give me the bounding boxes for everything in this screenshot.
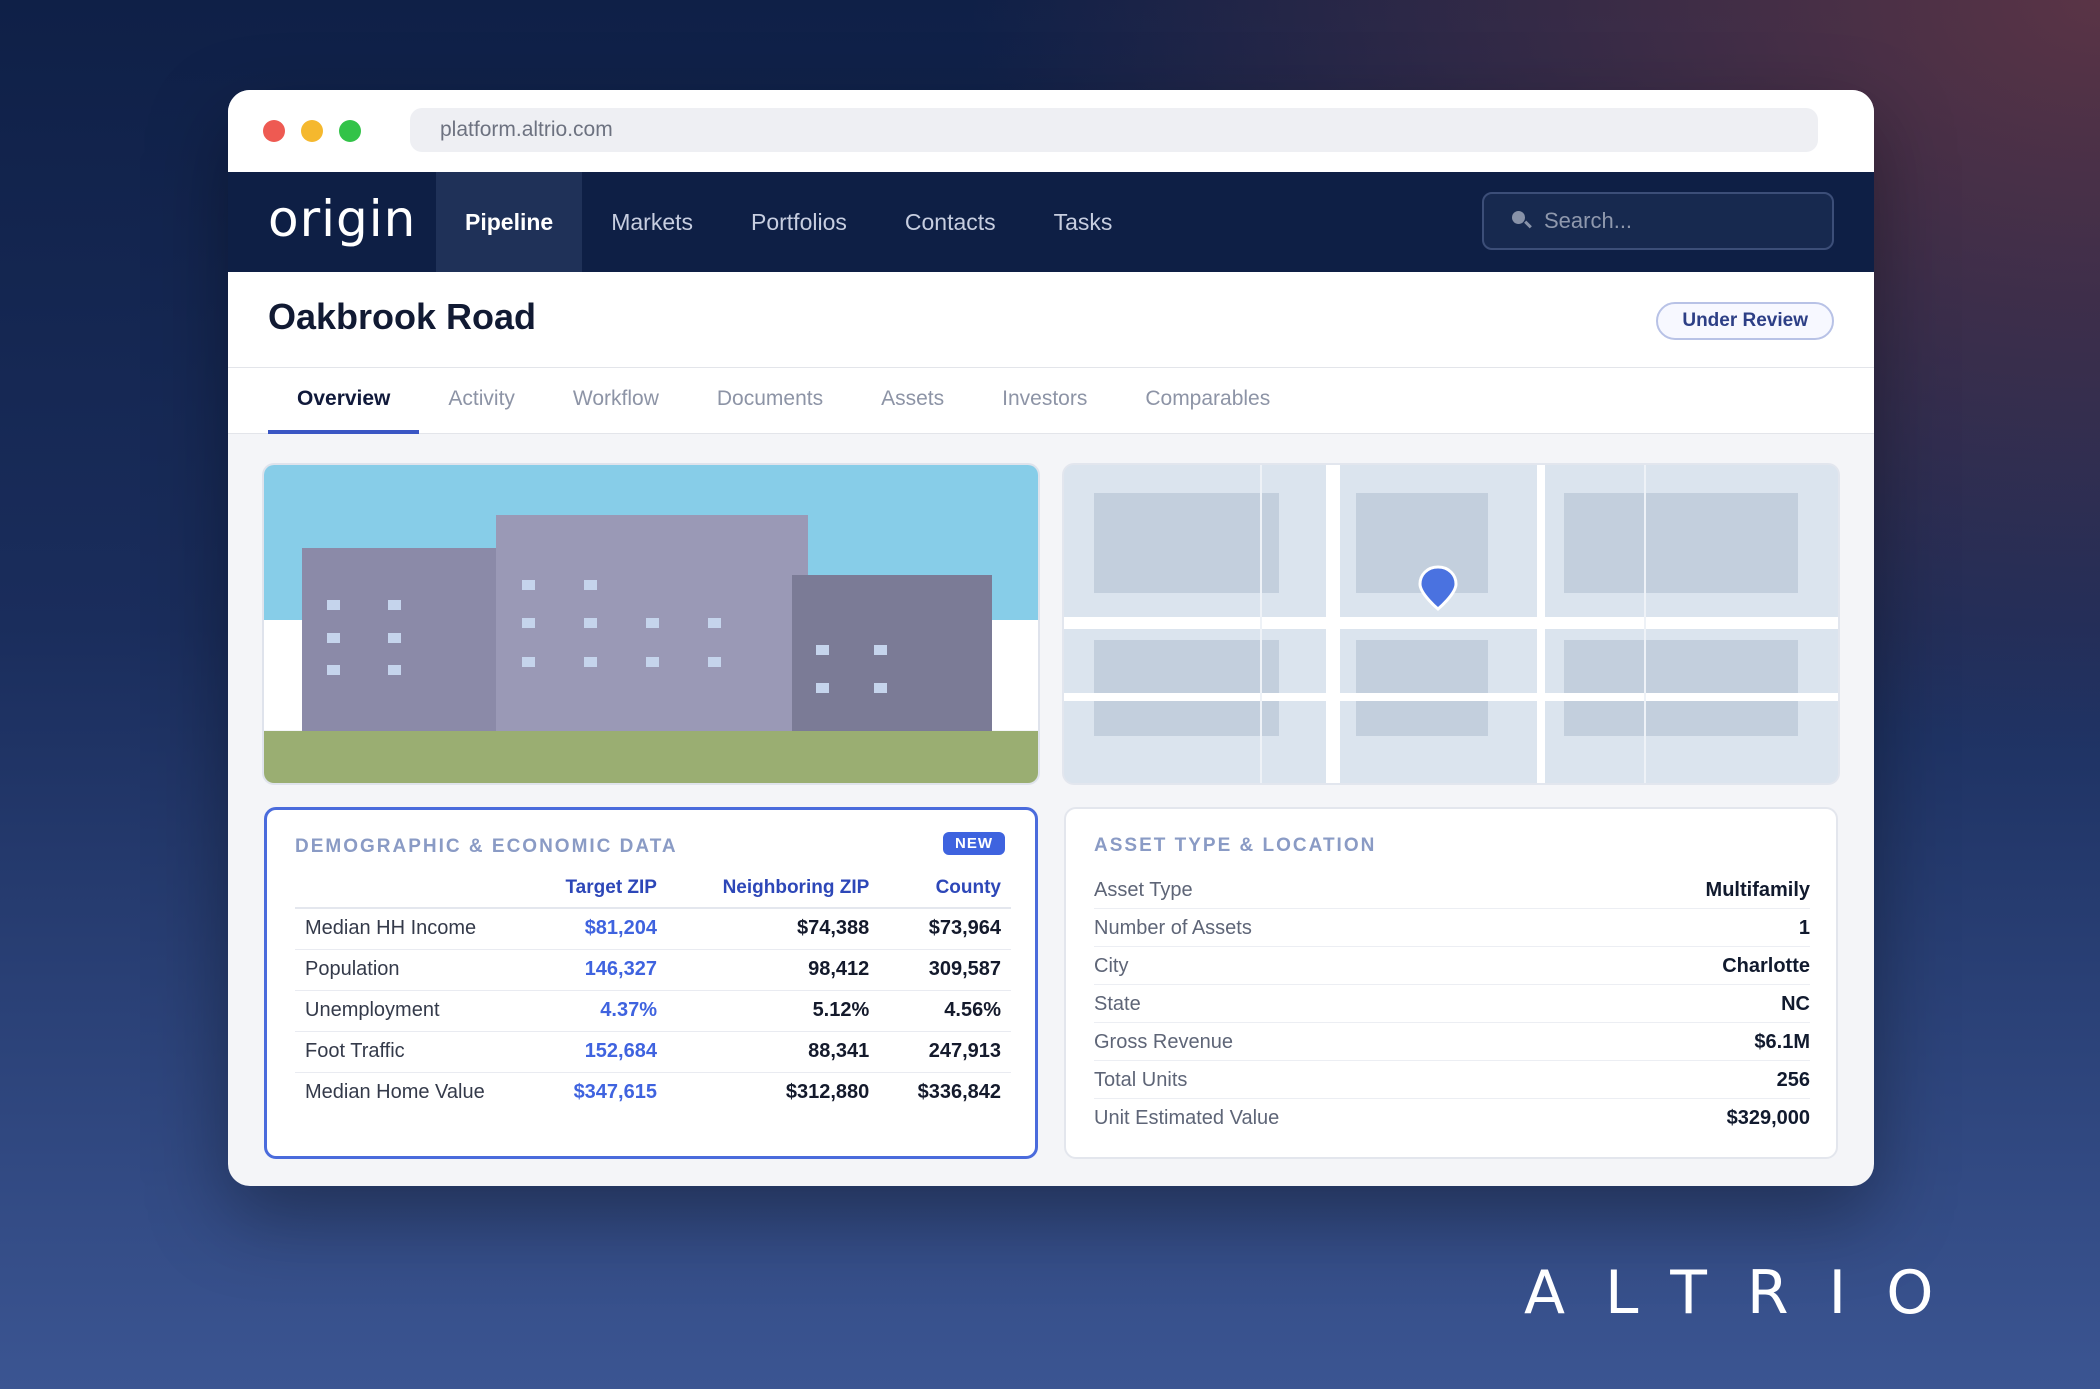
detail-value: $6.1M (1754, 1031, 1810, 1053)
building-illustration (264, 465, 1038, 783)
table-row: Median Home Value $347,615 $312,880 $336… (295, 1072, 1011, 1113)
browser-chrome: platform.altrio.com (228, 90, 1874, 172)
tab-activity[interactable]: Activity (448, 387, 515, 410)
row-label: Foot Traffic (295, 1031, 525, 1073)
detail-label: Unit Estimated Value (1094, 1107, 1280, 1129)
table-row: Population 146,327 98,412 309,587 (295, 949, 1011, 991)
list-item: Unit Estimated Value $329,000 (1094, 1099, 1810, 1137)
target-zip-value: 4.37% (525, 990, 667, 1032)
row-label: Unemployment (295, 990, 525, 1032)
column-neighboring-zip[interactable]: Neighboring ZIP (666, 868, 880, 909)
empty-header (295, 868, 525, 909)
nav-item-portfolios[interactable]: Portfolios (751, 209, 847, 235)
tab-bar: Overview Activity Workflow Documents Ass… (228, 368, 1874, 434)
nav-item-markets[interactable]: Markets (611, 209, 693, 235)
table-row: Foot Traffic 152,684 88,341 247,913 (295, 1031, 1011, 1073)
detail-label: Gross Revenue (1094, 1031, 1233, 1053)
address-bar[interactable]: platform.altrio.com (410, 108, 1818, 152)
detail-value: 256 (1776, 1069, 1810, 1091)
tab-overview[interactable]: Overview (268, 368, 420, 434)
table-row: Median HH Income $81,204 $74,388 $73,964 (295, 908, 1011, 950)
tab-assets[interactable]: Assets (881, 387, 945, 410)
close-window-button[interactable] (263, 120, 285, 142)
status-badge[interactable]: Under Review (1656, 302, 1834, 340)
list-item: City Charlotte (1094, 947, 1810, 985)
map-illustration (1064, 465, 1838, 783)
browser-window: platform.altrio.com origin Pipeline Mark… (228, 90, 1874, 1186)
row-label: Population (295, 949, 525, 991)
detail-label: City (1094, 955, 1129, 977)
detail-label: State (1094, 993, 1141, 1015)
detail-value: $329,000 (1726, 1107, 1810, 1129)
property-photo[interactable] (264, 465, 1038, 783)
search-input[interactable] (1544, 208, 1804, 234)
detail-label: Total Units (1094, 1069, 1188, 1091)
target-zip-value: 152,684 (525, 1031, 667, 1073)
minimize-window-button[interactable] (301, 120, 323, 142)
tab-workflow[interactable]: Workflow (572, 387, 659, 410)
detail-label: Asset Type (1094, 879, 1193, 901)
list-item: Asset Type Multifamily (1094, 871, 1810, 909)
location-map[interactable] (1064, 465, 1838, 783)
nav-links: Pipeline Markets Portfolios Contacts Tas… (436, 172, 1141, 272)
target-zip-value: $81,204 (525, 908, 667, 950)
list-item: State NC (1094, 985, 1810, 1023)
row-label: Median Home Value (305, 1081, 485, 1104)
asset-type-location-card: ASSET TYPE & LOCATION Asset Type Multifa… (1064, 807, 1838, 1159)
table-row: Unemployment 4.37% 5.12% 4.56% (295, 990, 1011, 1032)
tab-documents[interactable]: Documents (716, 387, 824, 410)
target-zip-value: $347,615 (573, 1081, 657, 1104)
page-title: Oakbrook Road (268, 296, 537, 337)
detail-value: Multifamily (1705, 879, 1810, 901)
county-value: 309,587 (879, 949, 1011, 991)
nav-item-pipeline[interactable]: Pipeline (436, 172, 583, 272)
nav-item-tasks[interactable]: Tasks (1053, 209, 1113, 235)
asset-detail-list: Asset Type Multifamily Number of Assets … (1094, 871, 1810, 1137)
map-pin-icon[interactable] (1418, 565, 1458, 613)
county-value: 4.56% (879, 990, 1011, 1032)
tab-investors[interactable]: Investors (1002, 387, 1088, 410)
top-navigation: origin Pipeline Markets Portfolios Conta… (228, 172, 1874, 272)
demographics-title: DEMOGRAPHIC & ECONOMIC DATA (295, 836, 678, 857)
search-icon (1512, 211, 1532, 231)
search-box[interactable] (1482, 192, 1834, 250)
county-value: $73,964 (879, 908, 1011, 950)
maximize-window-button[interactable] (339, 120, 361, 142)
neighboring-zip-value: $312,880 (785, 1081, 870, 1104)
tab-comparables[interactable]: Comparables (1145, 387, 1271, 410)
table-header-row: Target ZIP Neighboring ZIP County (295, 868, 1011, 909)
nav-item-contacts[interactable]: Contacts (904, 209, 996, 235)
detail-label: Number of Assets (1094, 917, 1252, 939)
list-item: Number of Assets 1 (1094, 909, 1810, 947)
county-value: $336,842 (917, 1081, 1001, 1104)
neighboring-zip-value: 5.12% (666, 990, 880, 1032)
detail-value: Charlotte (1722, 955, 1810, 977)
row-label: Median HH Income (295, 908, 525, 950)
neighboring-zip-value: $74,388 (666, 908, 880, 950)
page-header: Oakbrook Road Under Review (228, 272, 1874, 368)
altrio-wordmark: ALTRIO (1524, 1258, 1974, 1328)
neighboring-zip-value: 98,412 (666, 949, 880, 991)
detail-value: NC (1781, 993, 1810, 1015)
target-zip-value: 146,327 (525, 949, 667, 991)
origin-logo[interactable]: origin (268, 190, 417, 248)
detail-value: 1 (1798, 917, 1810, 939)
demographics-table: Target ZIP Neighboring ZIP County Median… (295, 868, 1011, 1113)
demographic-data-card: DEMOGRAPHIC & ECONOMIC DATA NEW Target Z… (264, 807, 1038, 1159)
asset-card-title: ASSET TYPE & LOCATION (1094, 835, 1377, 856)
list-item: Total Units 256 (1094, 1061, 1810, 1099)
list-item: Gross Revenue $6.1M (1094, 1023, 1810, 1061)
neighboring-zip-value: 88,341 (666, 1031, 880, 1073)
overview-content: DEMOGRAPHIC & ECONOMIC DATA NEW Target Z… (228, 435, 1874, 1186)
column-county[interactable]: County (879, 868, 1011, 909)
new-badge: NEW (943, 832, 1005, 855)
column-target-zip[interactable]: Target ZIP (525, 868, 667, 909)
county-value: 247,913 (879, 1031, 1011, 1073)
